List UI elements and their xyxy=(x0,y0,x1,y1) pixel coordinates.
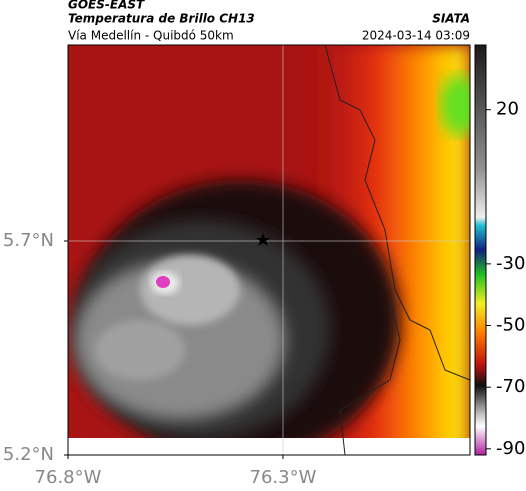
colorbar-tick-label: -90 xyxy=(496,438,525,459)
datetime: 2024-03-14 03:09 xyxy=(362,29,470,43)
ticks: 76.8°W 76.3°W 5.7°N 5.2°N 20 -30 -50 -70 -90 xyxy=(3,99,526,488)
subtitle: Vía Medellín - Quibdó 50km xyxy=(68,29,234,43)
source: GOES-EAST xyxy=(68,0,145,12)
title: Temperatura de Brillo CH13 xyxy=(68,12,255,26)
map-frame xyxy=(67,44,471,456)
colorbar-tick-label: 20 xyxy=(496,99,519,120)
x-tick-label: 76.8°W xyxy=(35,467,102,488)
satellite-image xyxy=(68,45,470,455)
colorbar-tick-label: -30 xyxy=(496,253,525,274)
colorbar xyxy=(474,44,487,456)
y-tick-label: 5.7°N xyxy=(3,230,54,251)
org: SIATA xyxy=(432,12,470,26)
colorbar-tick-label: -70 xyxy=(496,376,525,397)
y-tick-label: 5.2°N xyxy=(3,444,54,465)
colorbar-tick-label: -50 xyxy=(496,315,525,336)
x-tick-label: 76.3°W xyxy=(250,467,317,488)
